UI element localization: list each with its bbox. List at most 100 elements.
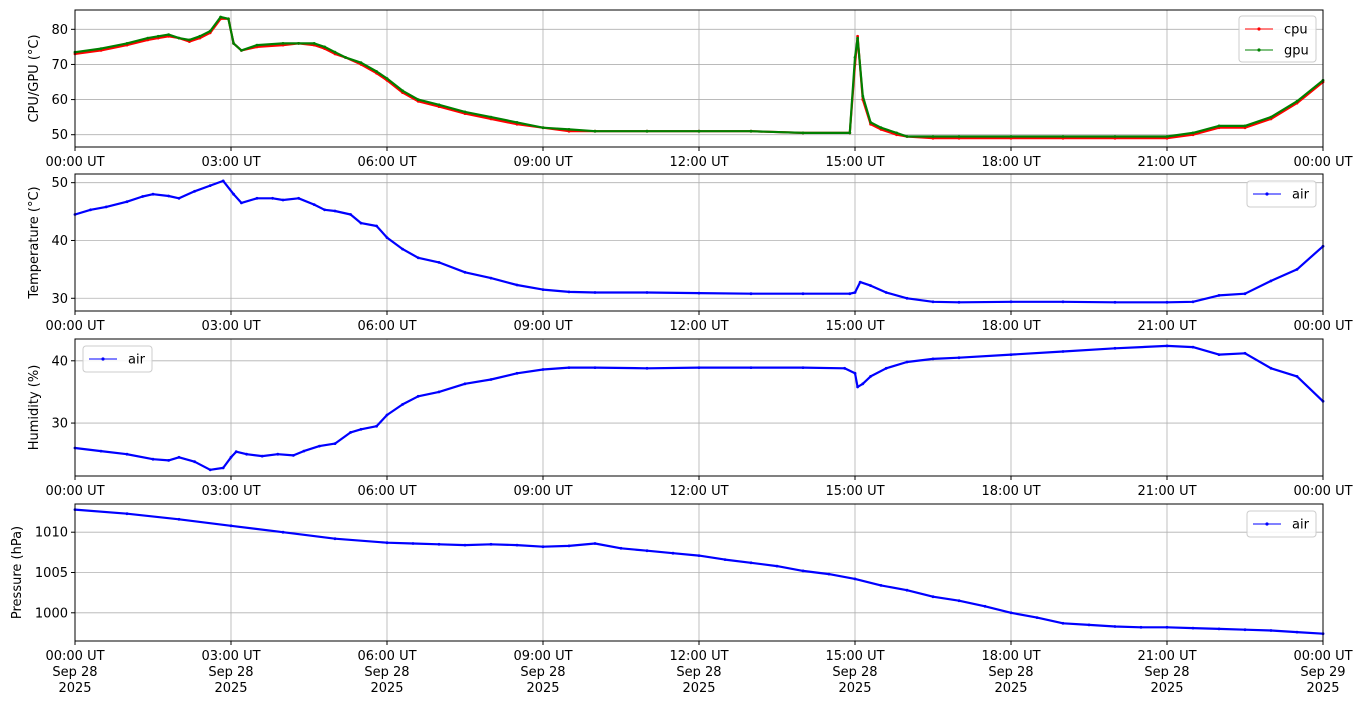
data-point-air (905, 296, 909, 300)
legend-label-air: air (1292, 188, 1310, 203)
data-point-gpu (188, 38, 191, 42)
x-tick-label: 03:00 UT Sep 28 2025 (201, 649, 260, 696)
y-axis-label: Humidity (%) (27, 365, 42, 451)
data-point-air (1009, 353, 1013, 356)
data-point-gpu (861, 94, 865, 98)
data-point-air (416, 256, 420, 260)
data-point-air (541, 288, 545, 291)
data-point-air (1113, 346, 1117, 350)
data-point-gpu (593, 129, 597, 133)
data-point-air (234, 450, 238, 454)
data-point-gpu (1113, 135, 1117, 138)
x-tick-label: 18:00 UT (981, 155, 1040, 170)
legend-marker-air (101, 357, 105, 361)
panel-cpu-gpu: 00:00 UT 03:00 UT 06:00 UT 09:00 UT 12:00 UT… (27, 9, 1353, 170)
data-point-air (869, 375, 872, 378)
data-point-air (411, 542, 415, 545)
data-point-air (801, 569, 805, 573)
x-tick-label: 00:00 UT (45, 155, 104, 170)
data-point-air (1269, 629, 1273, 632)
data-point-air (1009, 611, 1013, 615)
data-point-air (271, 196, 274, 200)
data-point-gpu (801, 131, 805, 135)
data-point-air (856, 385, 859, 389)
data-point-gpu (853, 56, 857, 59)
panel-temperature: 00:00 UT 03:00 UT 06:00 UT 09:00 UT 12:00 UT… (27, 173, 1353, 334)
data-point-air (221, 179, 225, 183)
data-point-air (567, 544, 571, 548)
data-point-air (255, 196, 259, 200)
x-tick-label: 12:00 UT (669, 155, 728, 170)
x-tick-label: 06:00 UT Sep 28 2025 (357, 649, 416, 696)
axes-frame (74, 173, 1324, 312)
data-point-air (879, 584, 883, 587)
data-point-gpu (848, 131, 852, 135)
data-point-gpu (99, 47, 103, 50)
x-tick-label: 18:00 UT (981, 484, 1040, 499)
data-point-air (619, 546, 623, 550)
data-point-gpu (1217, 124, 1221, 128)
data-point-air (801, 366, 805, 369)
x-tick-label: 09:00 UT (513, 155, 572, 170)
data-point-air (463, 270, 467, 274)
data-point-air (931, 595, 935, 599)
data-point-air (359, 221, 363, 225)
y-tick-label: 50 (51, 176, 68, 191)
data-point-air (297, 196, 300, 200)
data-point-air (858, 280, 862, 284)
data-point-gpu (856, 36, 859, 40)
x-tick-label: 15:00 UT (825, 155, 884, 170)
legend-frame (1246, 180, 1317, 208)
x-tick-label: 09:00 UT (513, 484, 572, 499)
panel-pressure: 00:00 UT Sep 28 2025 03:00 UT Sep 28 2025 06:0… (10, 503, 1353, 696)
y-tick-label: 60 (51, 93, 68, 108)
data-point-air (723, 558, 727, 561)
x-tick-label: 12:00 UT (669, 484, 728, 499)
data-point-air (240, 201, 243, 205)
data-point-gpu (167, 33, 171, 36)
data-point-gpu (385, 77, 389, 80)
x-tick-label: 00:00 UT (1293, 484, 1352, 499)
data-point-air (1113, 300, 1117, 304)
x-tick-label: 06:00 UT (357, 484, 416, 499)
data-point-air (1087, 623, 1091, 627)
data-point-air (697, 366, 701, 369)
y-axis-label: Pressure (hPa) (10, 526, 25, 619)
legend-frame (1246, 510, 1317, 538)
data-point-air (463, 382, 467, 386)
data-point-air (567, 290, 571, 294)
data-point-air (801, 292, 805, 296)
data-point-gpu (645, 129, 649, 133)
data-point-air (125, 200, 129, 204)
data-point-gpu (437, 103, 441, 107)
x-tick-label: 21:00 UT (1137, 155, 1196, 170)
data-point-gpu (1295, 99, 1299, 103)
data-point-air (541, 368, 545, 371)
data-point-air (848, 292, 852, 296)
data-point-air (89, 208, 92, 212)
legend-marker-air (1265, 192, 1269, 196)
x-tick-label: 18:00 UT (981, 319, 1040, 334)
data-point-air (437, 261, 441, 264)
data-point-air (671, 551, 675, 555)
data-point-air (1035, 616, 1039, 619)
data-point-air (957, 599, 961, 603)
data-point-air (515, 371, 519, 375)
data-point-air (1217, 353, 1221, 356)
data-point-air (983, 604, 987, 608)
data-point-gpu (489, 115, 493, 119)
x-tick-label: 06:00 UT (357, 155, 416, 170)
data-point-gpu (125, 42, 129, 45)
data-point-air (1009, 300, 1013, 304)
data-point-gpu (1061, 135, 1065, 138)
data-point-air (276, 452, 280, 456)
x-tick-label: 00:00 UT Sep 29 2025 (1293, 649, 1352, 696)
data-point-air (104, 205, 108, 209)
data-point-air (645, 291, 649, 294)
data-point-air (749, 292, 753, 296)
x-tick-label: 06:00 UT (357, 319, 416, 334)
data-point-gpu (344, 56, 347, 59)
legend: air (1246, 510, 1317, 538)
data-point-air (99, 449, 103, 453)
data-point-air (905, 360, 909, 364)
